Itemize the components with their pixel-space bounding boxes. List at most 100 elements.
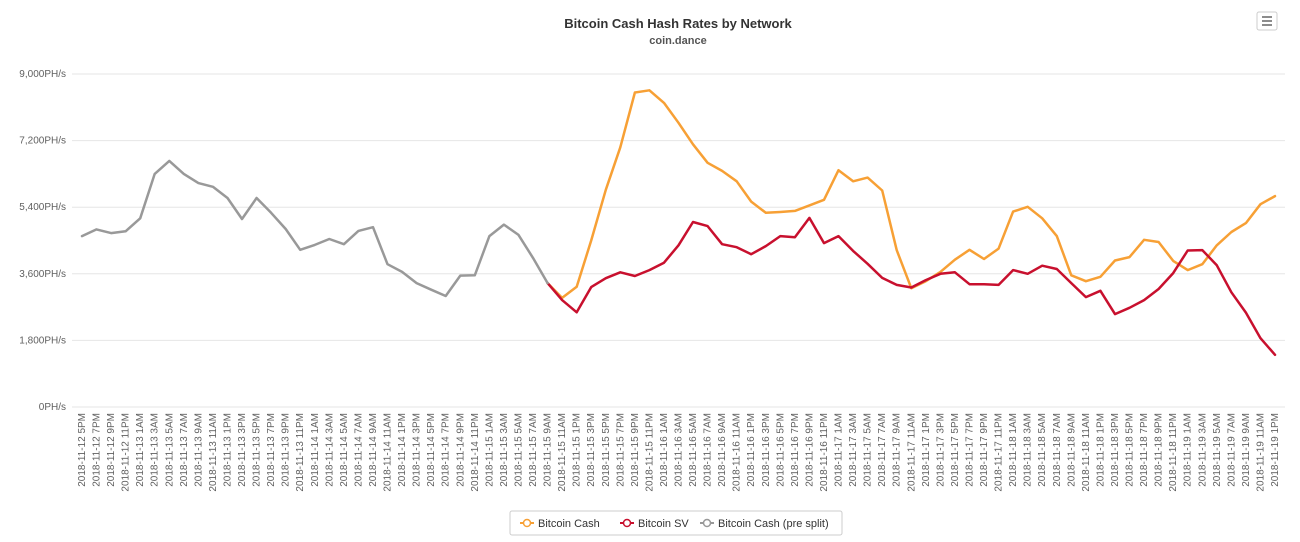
x-tick-label: 2018-11-18 11AM [1081, 413, 1092, 492]
x-tick-label: 2018-11-13 1AM [135, 413, 146, 487]
series-line [546, 216, 1277, 357]
x-tick-label: 2018-11-15 11AM [557, 413, 568, 492]
x-tick-label: 2018-11-15 9PM [630, 413, 641, 487]
y-tick-label: 1,800PH/s [19, 335, 66, 346]
x-tick-label: 2018-11-12 9PM [106, 413, 117, 487]
x-tick-label: 2018-11-16 9AM [717, 413, 728, 487]
x-tick-label: 2018-11-19 5AM [1212, 413, 1223, 487]
x-tick-label: 2018-11-17 5PM [950, 413, 961, 487]
x-tick-label: 2018-11-14 5PM [426, 413, 437, 487]
x-tick-label: 2018-11-18 5PM [1125, 413, 1136, 487]
x-tick-label: 2018-11-18 9PM [1154, 413, 1165, 487]
x-tick-label: 2018-11-19 11AM [1255, 413, 1266, 492]
x-tick-label: 2018-11-18 3PM [1110, 413, 1121, 487]
x-tick-label: 2018-11-15 7PM [615, 413, 626, 487]
x-tick-label: 2018-11-14 7AM [353, 413, 364, 487]
x-tick-label: 2018-11-14 1PM [397, 413, 408, 487]
x-tick-label: 2018-11-18 3AM [1023, 413, 1034, 487]
x-tick-label: 2018-11-14 11AM [383, 413, 394, 492]
x-tick-label: 2018-11-15 1AM [484, 413, 495, 487]
legend-label: Bitcoin Cash (pre split) [718, 518, 829, 530]
x-tick-label: 2018-11-13 9AM [193, 413, 204, 487]
x-tick-label: 2018-11-18 7AM [1052, 413, 1063, 487]
y-tick-label: 7,200PH/s [19, 136, 66, 147]
x-tick-label: 2018-11-17 11AM [906, 413, 917, 492]
x-tick-label: 2018-11-13 11PM [295, 413, 306, 492]
x-tick-label: 2018-11-13 3AM [150, 413, 161, 487]
x-tick-label: 2018-11-13 5PM [252, 413, 263, 487]
x-tick-label: 2018-11-16 3AM [674, 413, 685, 487]
x-tick-label: 2018-11-15 3PM [586, 413, 597, 487]
y-tick-label: 9,000PH/s [19, 69, 66, 80]
x-tick-label: 2018-11-19 1AM [1183, 413, 1194, 487]
x-tick-label: 2018-11-14 1AM [310, 413, 321, 487]
menu-button[interactable] [1256, 11, 1278, 31]
x-tick-label: 2018-11-16 9PM [804, 413, 815, 487]
x-tick-label: 2018-11-18 9AM [1066, 413, 1077, 487]
x-tick-label: 2018-11-17 7PM [964, 413, 975, 487]
x-tick-label: 2018-11-14 11PM [470, 413, 481, 492]
legend-box [509, 510, 843, 536]
x-tick-label: 2018-11-16 11PM [819, 413, 830, 492]
x-tick-label: 2018-11-12 5PM [77, 413, 88, 487]
x-tick-label: 2018-11-19 3AM [1197, 413, 1208, 487]
x-tick-label: 2018-11-16 5AM [688, 413, 699, 487]
x-tick-label: 2018-11-14 3PM [412, 413, 423, 487]
x-tick-label: 2018-11-12 11PM [121, 413, 132, 492]
x-tick-label: 2018-11-14 7PM [441, 413, 452, 487]
x-tick-label: 2018-11-15 7AM [528, 413, 539, 487]
x-tick-label: 2018-11-18 5AM [1037, 413, 1048, 487]
x-tick-label: 2018-11-14 9AM [368, 413, 379, 487]
x-tick-label: 2018-11-13 7AM [179, 413, 190, 487]
x-tick-label: 2018-11-16 7PM [790, 413, 801, 487]
x-tick-label: 2018-11-17 9AM [892, 413, 903, 487]
y-tick-label: 5,400PH/s [19, 202, 66, 213]
x-tick-label: 2018-11-17 9PM [979, 413, 990, 487]
legend-marker [622, 518, 632, 528]
legend-marker [702, 518, 712, 528]
y-tick-label: 0PH/s [39, 402, 66, 413]
legend-label: Bitcoin SV [638, 518, 689, 530]
x-tick-label: 2018-11-17 7AM [877, 413, 888, 487]
x-tick-label: 2018-11-13 1PM [222, 413, 233, 487]
x-tick-label: 2018-11-14 5AM [339, 413, 350, 487]
y-tick-label: 3,600PH/s [19, 269, 66, 280]
x-tick-label: 2018-11-16 3PM [761, 413, 772, 487]
x-tick-label: 2018-11-17 1AM [834, 413, 845, 487]
x-tick-label: 2018-11-12 7PM [92, 413, 103, 487]
x-tick-label: 2018-11-16 11AM [732, 413, 743, 492]
x-tick-label: 2018-11-13 7PM [266, 413, 277, 487]
series-line [80, 159, 549, 298]
x-tick-label: 2018-11-19 1PM [1270, 413, 1281, 487]
x-tick-label: 2018-11-16 5PM [775, 413, 786, 487]
x-tick-label: 2018-11-17 3PM [935, 413, 946, 487]
x-tick-label: 2018-11-13 5AM [164, 413, 175, 487]
x-tick-label: 2018-11-15 1PM [572, 413, 583, 487]
chart-title: Bitcoin Cash Hash Rates by Network [564, 16, 792, 31]
x-tick-label: 2018-11-15 3AM [499, 413, 510, 487]
x-tick-label: 2018-11-19 7AM [1226, 413, 1237, 487]
x-tick-label: 2018-11-17 1PM [921, 413, 932, 487]
x-tick-label: 2018-11-16 7AM [703, 413, 714, 487]
x-tick-label: 2018-11-15 5PM [601, 413, 612, 487]
x-tick-label: 2018-11-17 5AM [863, 413, 874, 487]
x-tick-label: 2018-11-17 11PM [994, 413, 1005, 492]
x-tick-label: 2018-11-18 7PM [1139, 413, 1150, 487]
x-tick-label: 2018-11-14 3AM [324, 413, 335, 487]
x-tick-label: 2018-11-15 9AM [543, 413, 554, 487]
x-tick-label: 2018-11-18 1PM [1095, 413, 1106, 487]
x-tick-label: 2018-11-13 11AM [208, 413, 219, 492]
x-tick-label: 2018-11-13 3PM [237, 413, 248, 487]
chart-subtitle: coin.dance [649, 35, 706, 47]
x-tick-label: 2018-11-16 1PM [746, 413, 757, 487]
x-tick-label: 2018-11-15 11PM [644, 413, 655, 492]
legend-marker [522, 518, 532, 528]
x-tick-label: 2018-11-16 1AM [659, 413, 670, 487]
x-tick-label: 2018-11-15 5AM [513, 413, 524, 487]
legend-label: Bitcoin Cash [538, 518, 600, 530]
x-tick-label: 2018-11-13 9PM [281, 413, 292, 487]
x-tick-label: 2018-11-18 11PM [1168, 413, 1179, 492]
x-tick-label: 2018-11-18 1AM [1008, 413, 1019, 487]
x-tick-label: 2018-11-14 9PM [455, 413, 466, 487]
